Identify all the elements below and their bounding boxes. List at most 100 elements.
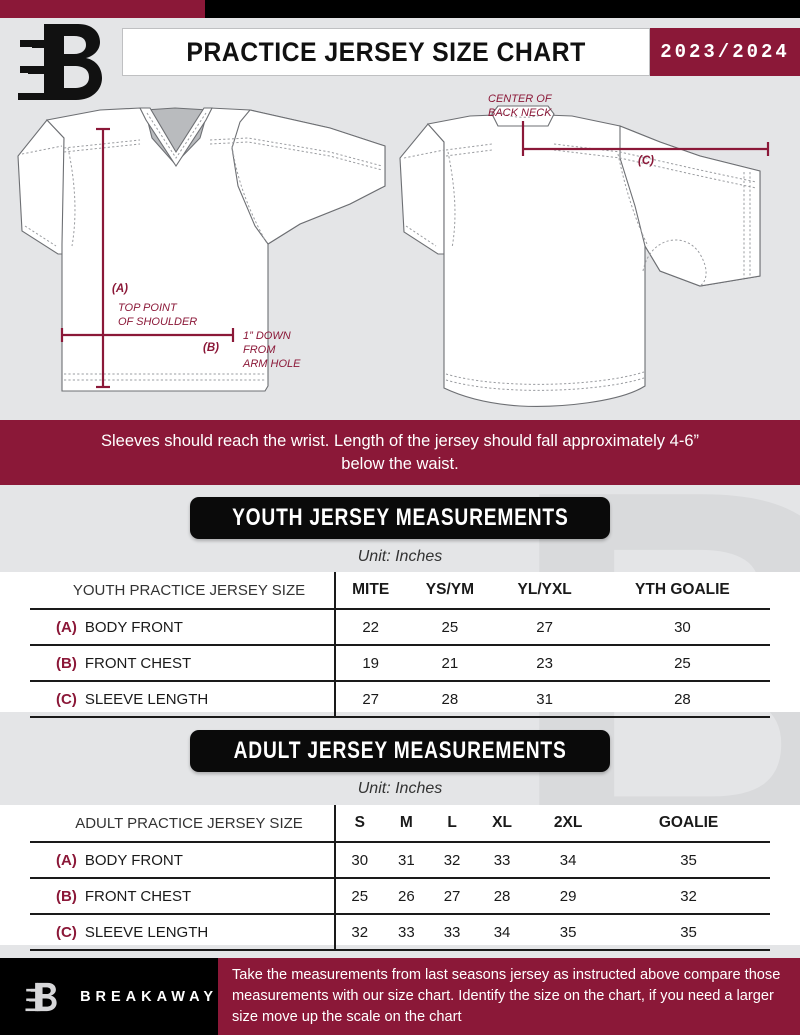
adult-cell-0-4: 34 xyxy=(529,842,608,879)
youth-cell-0-3: 30 xyxy=(594,609,770,646)
youth-col-1: YS/YM xyxy=(405,572,495,610)
youth-col-3: YTH GOALIE xyxy=(594,572,770,610)
dim-label-a: (A) xyxy=(112,283,128,295)
footer-brand: BREAKAWAY xyxy=(0,958,218,1035)
youth-row-1-label: FRONT CHEST xyxy=(84,654,192,672)
svg-text:ARM HOLE: ARM HOLE xyxy=(242,358,301,370)
adult-cell-1-1: 26 xyxy=(383,878,430,915)
youth-cell-2-3: 28 xyxy=(594,681,770,718)
page-header: PRACTICE JERSEY SIZE CHART 2023/2024 xyxy=(0,18,800,100)
adult-cell-0-3: 33 xyxy=(474,842,530,879)
adult-table-header-row: ADULT PRACTICE JERSEY SIZE S M L XL 2XL … xyxy=(30,805,770,843)
adult-cell-1-0: 25 xyxy=(335,878,384,915)
adult-cell-0-0: 30 xyxy=(335,842,384,879)
adult-row-1-tag: (B) xyxy=(56,887,77,905)
breakaway-b-logo-icon xyxy=(25,982,57,1011)
youth-section-badge: YOUTH JERSEY MEASUREMENTS xyxy=(190,497,610,539)
page-footer: BREAKAWAY Take the measurements from las… xyxy=(0,958,800,1035)
youth-cell-2-0: 27 xyxy=(335,681,406,718)
youth-cell-2-2: 31 xyxy=(494,681,595,718)
footer-instructions-text: Take the measurements from last seasons … xyxy=(232,967,781,1025)
youth-cell-1-2: 23 xyxy=(494,645,595,682)
youth-cell-1-1: 21 xyxy=(405,645,495,682)
adult-cell-2-1: 33 xyxy=(383,914,430,951)
breakaway-b-logo-icon xyxy=(18,24,102,100)
youth-col-2: YL/YXL xyxy=(494,572,595,610)
adult-badge-label: ADULT JERSEY MEASUREMENTS xyxy=(233,737,567,764)
adult-cell-1-5: 32 xyxy=(607,878,770,915)
adult-col-0: S xyxy=(335,805,384,843)
youth-row-0-label: BODY FRONT xyxy=(84,618,183,636)
svg-text:TOP POINT: TOP POINT xyxy=(118,302,178,314)
adult-row-header: ADULT PRACTICE JERSEY SIZE xyxy=(30,805,336,843)
youth-cell-0-0: 22 xyxy=(335,609,406,646)
adult-col-5: GOALIE xyxy=(607,805,770,843)
youth-table-wrap: YOUTH PRACTICE JERSEY SIZE MITE YS/YM YL… xyxy=(0,572,800,718)
adult-cell-0-2: 32 xyxy=(429,842,475,879)
svg-text:OF SHOULDER: OF SHOULDER xyxy=(118,316,197,328)
adult-section-badge: ADULT JERSEY MEASUREMENTS xyxy=(190,730,610,772)
front-jersey-illustration: (A) TOP POINT OF SHOULDER (B) 1” DOWN FR… xyxy=(17,107,386,392)
dim-label-c: (C) xyxy=(638,155,654,167)
page-title: PRACTICE JERSEY SIZE CHART xyxy=(122,28,650,76)
youth-cell-2-1: 28 xyxy=(405,681,495,718)
top-maroon-bar xyxy=(0,0,205,18)
adult-row-1-label: FRONT CHEST xyxy=(84,887,192,905)
table-row: (A) BODY FRONT 22 25 27 30 xyxy=(30,609,770,646)
adult-row-0-tag: (A) xyxy=(56,851,77,869)
youth-row-header: YOUTH PRACTICE JERSEY SIZE xyxy=(30,572,336,610)
youth-cell-0-1: 25 xyxy=(405,609,495,646)
svg-text:1” DOWN: 1” DOWN xyxy=(243,330,291,342)
adult-col-4: 2XL xyxy=(529,805,608,843)
youth-table-header-row: YOUTH PRACTICE JERSEY SIZE MITE YS/YM YL… xyxy=(30,572,770,610)
youth-row-2-tag: (C) xyxy=(56,690,77,708)
youth-row-0-tag: (A) xyxy=(56,618,77,636)
adult-cell-1-3: 28 xyxy=(474,878,530,915)
svg-text:BACK NECK: BACK NECK xyxy=(488,107,552,119)
adult-table-wrap: ADULT PRACTICE JERSEY SIZE S M L XL 2XL … xyxy=(0,805,800,951)
adult-cell-2-4: 35 xyxy=(529,914,608,951)
footer-instructions: Take the measurements from last seasons … xyxy=(218,958,800,1035)
jersey-diagram: .out{fill:#ffffff;stroke:#6d6f73;stroke-… xyxy=(0,86,800,420)
adult-cell-2-3: 34 xyxy=(474,914,530,951)
table-row: (B) FRONT CHEST 19 21 23 25 xyxy=(30,645,770,682)
adult-row-2-tag: (C) xyxy=(56,923,77,941)
back-jersey-illustration: (C) CENTER OF BACK NECK xyxy=(399,93,770,407)
sleeve-note-banner: Sleeves should reach the wrist. Length o… xyxy=(0,420,800,485)
adult-col-3: XL xyxy=(474,805,530,843)
youth-row-1-tag: (B) xyxy=(56,654,77,672)
youth-unit-label: Unit: Inches xyxy=(357,548,443,565)
page-title-text: PRACTICE JERSEY SIZE CHART xyxy=(186,36,586,67)
table-row: (B) FRONT CHEST 25 26 27 28 29 32 xyxy=(30,878,770,915)
sleeve-note-text: Sleeves should reach the wrist. Length o… xyxy=(101,431,699,473)
adult-cell-2-2: 33 xyxy=(429,914,475,951)
season-badge: 2023/2024 xyxy=(650,28,800,76)
youth-cell-1-0: 19 xyxy=(335,645,406,682)
adult-col-2: L xyxy=(429,805,475,843)
dim-label-b: (B) xyxy=(203,342,219,354)
adult-cell-2-5: 35 xyxy=(607,914,770,951)
adult-cell-0-5: 35 xyxy=(607,842,770,879)
youth-row-2-label: SLEEVE LENGTH xyxy=(84,690,209,708)
adult-unit-label: Unit: Inches xyxy=(357,780,443,797)
footer-brand-name: BREAKAWAY xyxy=(80,988,218,1005)
table-row: (A) BODY FRONT 30 31 32 33 34 35 xyxy=(30,842,770,879)
youth-col-0: MITE xyxy=(335,572,406,610)
adult-cell-2-0: 32 xyxy=(335,914,384,951)
season-text: 2023/2024 xyxy=(660,41,790,63)
youth-cell-0-2: 27 xyxy=(494,609,595,646)
youth-badge-label: YOUTH JERSEY MEASUREMENTS xyxy=(231,504,569,531)
svg-text:FROM: FROM xyxy=(243,344,276,356)
table-row: (C) SLEEVE LENGTH 32 33 33 34 35 35 xyxy=(30,914,770,951)
adult-size-table: ADULT PRACTICE JERSEY SIZE S M L XL 2XL … xyxy=(30,805,770,951)
adult-row-0-label: BODY FRONT xyxy=(84,851,183,869)
table-row: (C) SLEEVE LENGTH 27 28 31 28 xyxy=(30,681,770,718)
svg-text:CENTER OF: CENTER OF xyxy=(488,93,553,105)
adult-col-1: M xyxy=(383,805,430,843)
adult-row-2-label: SLEEVE LENGTH xyxy=(84,923,209,941)
youth-size-table: YOUTH PRACTICE JERSEY SIZE MITE YS/YM YL… xyxy=(30,572,770,718)
adult-cell-0-1: 31 xyxy=(383,842,430,879)
youth-cell-1-3: 25 xyxy=(594,645,770,682)
adult-cell-1-4: 29 xyxy=(529,878,608,915)
